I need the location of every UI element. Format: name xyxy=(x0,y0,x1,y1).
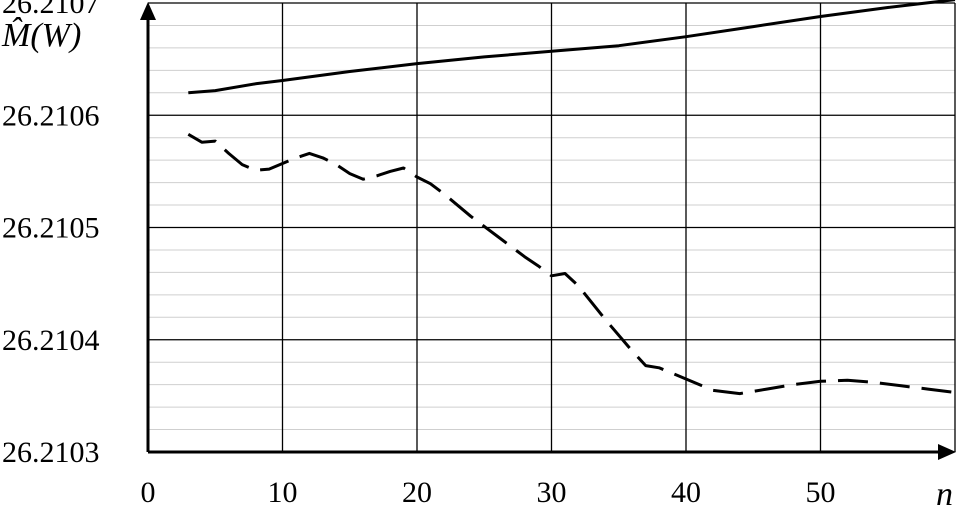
major-gridlines xyxy=(148,2,956,452)
x-tick-label: 10 xyxy=(268,476,298,508)
series-layer xyxy=(187,0,956,396)
solid-series-line xyxy=(188,0,956,95)
x-tick-label: 0 xyxy=(141,476,156,508)
y-axis-title: M̂(W) xyxy=(1,16,81,54)
x-tick-label: 50 xyxy=(806,476,836,508)
y-tick-label: 26.2107 xyxy=(2,0,100,20)
y-tick-label: 26.2103 xyxy=(2,436,100,469)
dashed-series-line xyxy=(187,133,956,396)
tick-labels: 0 10 20 30 40 50 26.2103 26.2104 26.2105 26.2106 2… xyxy=(2,0,836,508)
x-tick-label: 20 xyxy=(402,476,432,508)
x-tick-label: 30 xyxy=(537,476,567,508)
y-tick-label: 26.2104 xyxy=(2,324,100,357)
y-axis-arrow-icon xyxy=(140,2,156,20)
y-tick-label: 26.2106 xyxy=(2,99,100,132)
x-axis-title: n xyxy=(936,476,953,508)
axes xyxy=(140,2,956,460)
y-tick-label: 26.2105 xyxy=(2,212,100,245)
x-axis-arrow-icon xyxy=(938,444,956,460)
x-tick-label: 40 xyxy=(671,476,701,508)
